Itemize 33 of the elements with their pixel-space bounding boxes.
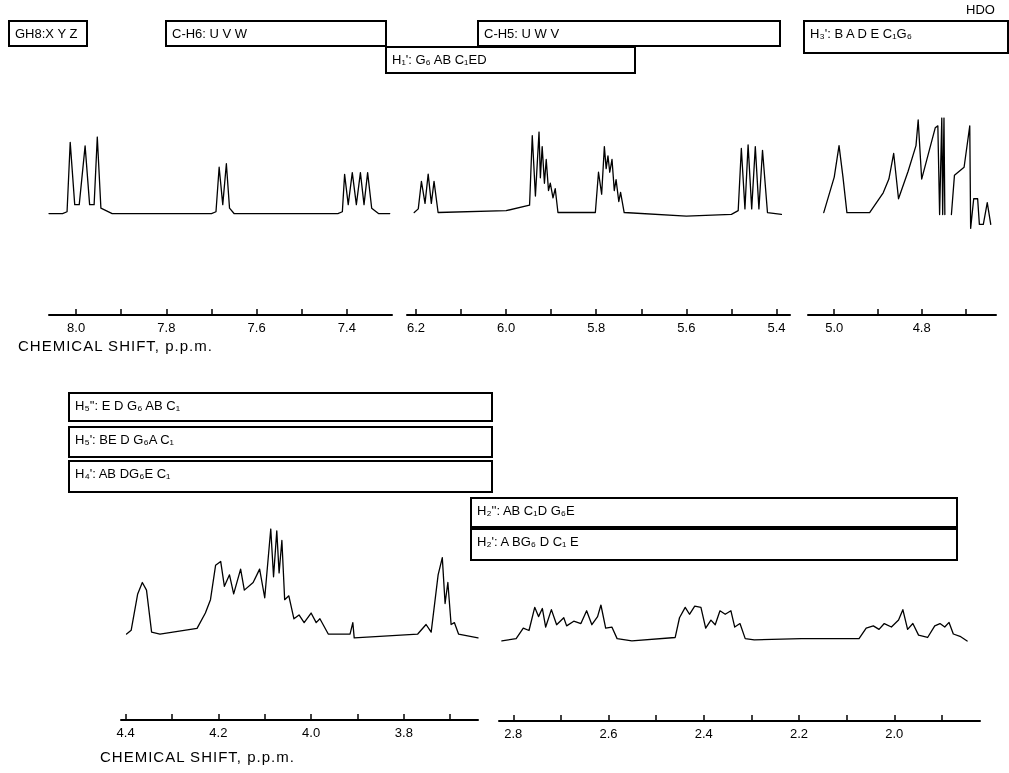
text: C-H6: U V W: [165, 20, 387, 47]
x-tick-label: 4.0: [302, 725, 321, 740]
x-tick-label: 3.8: [394, 725, 413, 740]
x-tick-label: 2.2: [789, 726, 809, 741]
x-tick-label: 5.6: [677, 320, 696, 335]
x-tick-label: 4.4: [116, 725, 135, 740]
text: HDO: [966, 2, 995, 17]
x-axis-title: CHEMICAL SHIFT, p.p.m.: [18, 337, 213, 354]
x-tick-label: 7.4: [337, 320, 356, 335]
text: H₃': B A D E C₁G₆: [803, 20, 1009, 54]
x-tick-label: 7.8: [157, 320, 176, 335]
x-tick-label: 6.0: [497, 320, 516, 335]
text: GH8:X Y Z: [8, 20, 88, 47]
x-tick-label: 7.6: [247, 320, 266, 335]
text: H₂'': AB C₁D G₆E: [470, 497, 958, 528]
x-axis-title: CHEMICAL SHIFT, p.p.m.: [100, 748, 295, 765]
x-tick-label: 5.0: [825, 320, 844, 335]
text: H₅': BE D G₆A C₁: [68, 426, 493, 458]
x-tick-label: 6.2: [406, 320, 426, 335]
x-tick-label: 2.4: [694, 726, 713, 741]
text: H₅'': E D G₆ AB C₁: [68, 392, 493, 422]
x-tick-label: 4.8: [912, 320, 931, 335]
x-tick-label: 5.8: [587, 320, 606, 335]
text: H₄': AB DG₆E C₁: [68, 460, 493, 493]
x-tick-label: 4.2: [209, 725, 228, 740]
annotation: H₂': A BG₆ D C₁ E: [470, 528, 958, 561]
text: H₁': G₆ AB C₁ED: [385, 46, 636, 74]
x-tick-label: 2.6: [599, 726, 618, 741]
x-tick-label: 8.0: [67, 320, 86, 335]
x-tick-label: 2.8: [504, 726, 523, 741]
x-tick-label: 2.0: [885, 726, 904, 741]
text: C-H5: U W V: [477, 20, 781, 47]
x-tick-label: 5.4: [767, 320, 786, 335]
